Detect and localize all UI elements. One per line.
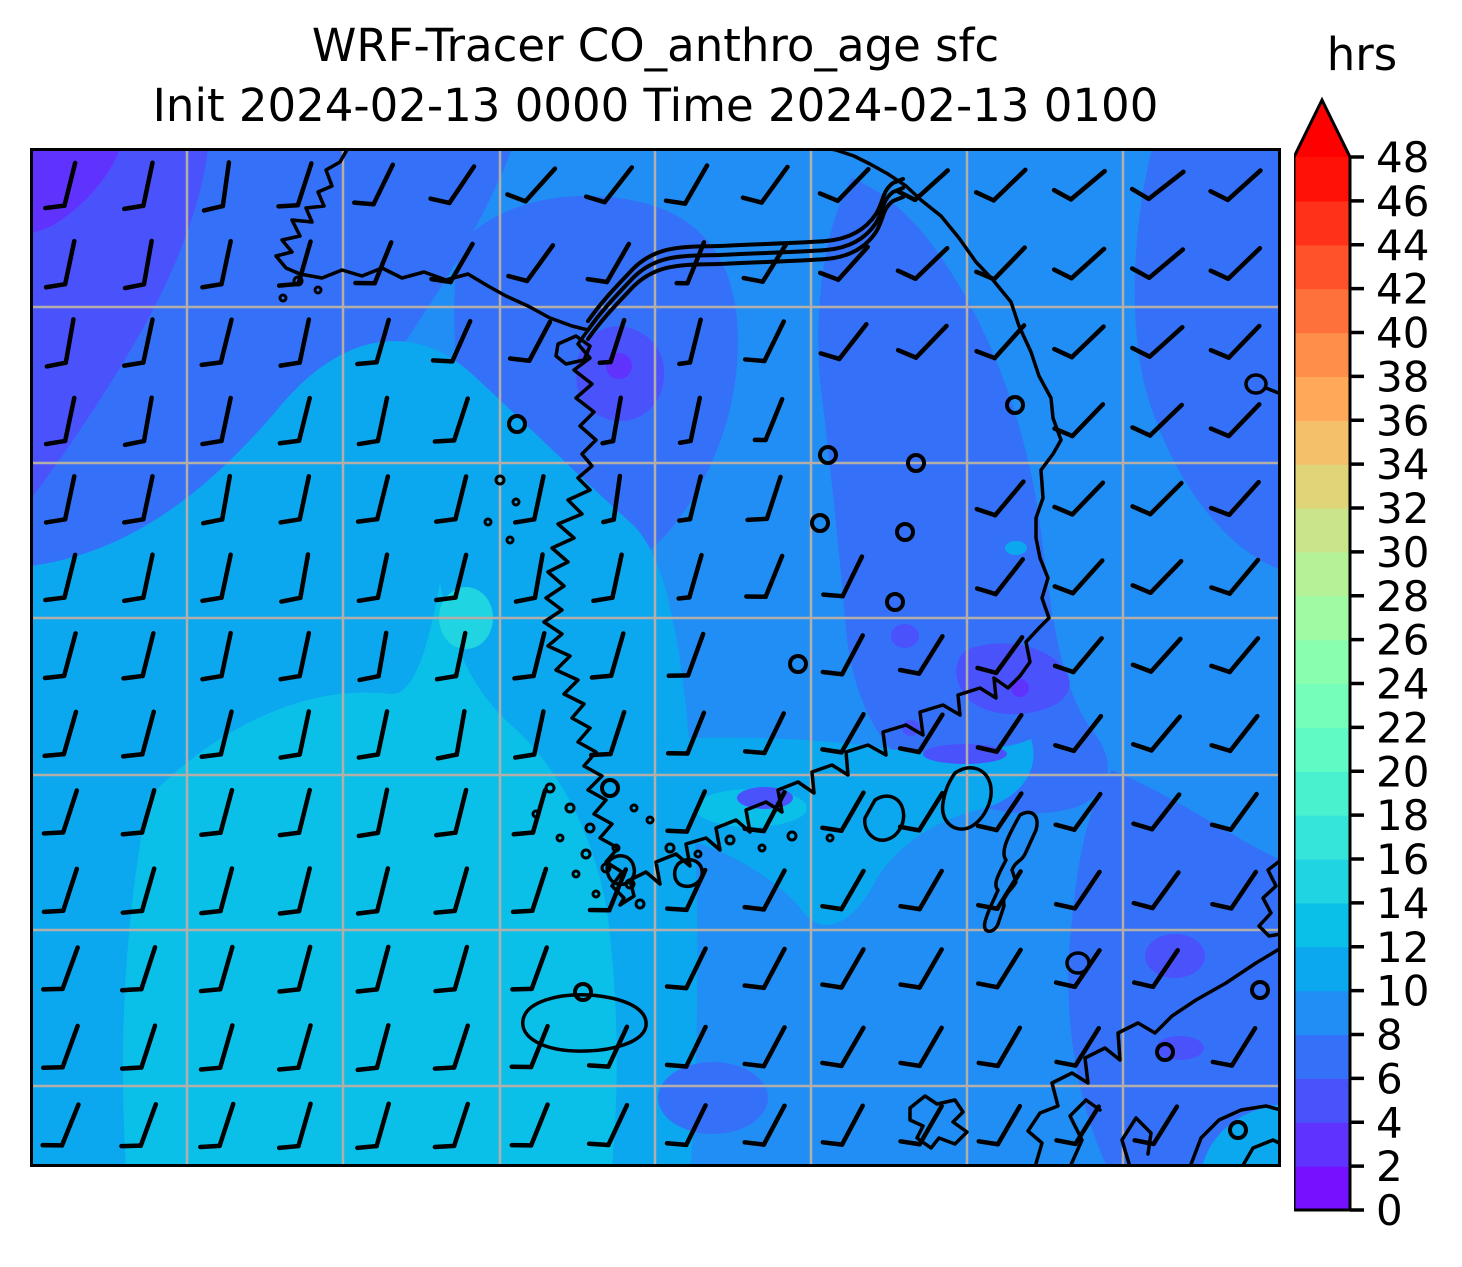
- colorbar-segment: [1294, 815, 1350, 860]
- colorbar-segment: [1294, 990, 1350, 1036]
- colorbar-segment: [1294, 200, 1350, 246]
- colorbar-segment: [1294, 727, 1350, 772]
- colorbar-tick-label: 44: [1376, 221, 1429, 270]
- contour-region-4-6: [891, 624, 919, 648]
- colorbar-tick-label: 34: [1376, 440, 1429, 489]
- colorbar-segment: [1294, 288, 1350, 334]
- calm-wind-circle: [573, 982, 593, 1002]
- dmz-border-lines: [586, 177, 905, 341]
- colorbar-segment: [1294, 859, 1350, 904]
- contour-region-4-6: [956, 643, 1070, 715]
- contour-region-4-6: [923, 744, 1007, 764]
- colorbar-segment: [1294, 1122, 1350, 1167]
- colorbar-segment: [1294, 595, 1350, 641]
- colorbar-tick-label: 38: [1376, 352, 1429, 401]
- colorbar-tick-label: 28: [1376, 572, 1429, 621]
- colorbar-tick-label: 14: [1376, 879, 1429, 928]
- colorbar-segment: [1294, 639, 1350, 685]
- calm-wind-circle: [906, 453, 926, 473]
- map-canvas: [30, 148, 1281, 1167]
- colorbar-segment: [1294, 1034, 1350, 1079]
- colorbar-tick-label: 48: [1376, 133, 1429, 182]
- colorbar-segment: [1294, 946, 1350, 992]
- colorbar-segment: [1294, 771, 1350, 816]
- colorbar-tick-label: 8: [1376, 1011, 1403, 1060]
- colorbar-tick-label: 46: [1376, 177, 1429, 226]
- colorbar-segment: [1294, 508, 1350, 553]
- contour-region-12-14: [122, 582, 617, 1167]
- colorbar-segment: [1294, 464, 1350, 509]
- colorbar-segment: [1294, 551, 1350, 597]
- colorbar: 0246810121416182022242628303234363840424…: [1294, 96, 1429, 1235]
- colorbar-segment: [1294, 332, 1350, 377]
- colorbar-tick-label: 36: [1376, 396, 1429, 445]
- contour-region-4-6: [1156, 1036, 1204, 1060]
- colorbar-segment: [1294, 902, 1350, 948]
- contour-region-2-4: [30, 148, 120, 234]
- colorbar-tick-label: 42: [1376, 265, 1429, 314]
- colorbar-segment: [1294, 683, 1350, 728]
- calm-wind-circle: [895, 522, 915, 542]
- colorbar-tick-label: 4: [1376, 1098, 1403, 1147]
- colorbar-segment: [1294, 420, 1350, 465]
- colorbar-segment: [1294, 1166, 1350, 1211]
- calm-wind-circle: [788, 654, 808, 674]
- calm-wind-circle: [818, 445, 838, 465]
- plot-title: WRF-Tracer CO_anthro_age sfc: [311, 19, 1000, 72]
- colorbar-segment: [1294, 1078, 1350, 1123]
- colorbar-segment: [1294, 157, 1350, 202]
- colorbar-segment: [1294, 244, 1350, 290]
- colorbar-ticks: 0246810121416182022242628303234363840424…: [1350, 133, 1429, 1235]
- contour-region-6-8: [658, 1062, 768, 1134]
- colorbar-tick-label: 6: [1376, 1054, 1403, 1103]
- wind-barbs: [40, 160, 1270, 1151]
- calm-wind-circle: [1005, 395, 1025, 415]
- graticule: [30, 148, 1281, 1167]
- calm-wind-circle: [1250, 980, 1270, 1000]
- coastlines: [274, 148, 1281, 1167]
- colorbar-units-label: hrs: [1326, 28, 1398, 81]
- colorbar-tick-label: 18: [1376, 791, 1429, 840]
- colorbar-tick-label: 40: [1376, 309, 1429, 358]
- contour-region-10-12: [1005, 541, 1027, 555]
- colorbar-segment: [1294, 376, 1350, 421]
- colorbar-tick-label: 32: [1376, 484, 1429, 533]
- calm-wind-circle: [810, 513, 830, 533]
- contour-region-2-4: [1011, 679, 1029, 697]
- colorbar-tick-label: 30: [1376, 528, 1429, 577]
- calm-wind-circle: [600, 778, 620, 798]
- colorbar-tick-label: 22: [1376, 703, 1429, 752]
- colorbar-tick-label: 0: [1376, 1186, 1403, 1235]
- calm-wind-circle: [1228, 1120, 1248, 1140]
- colorbar-tick-label: 16: [1376, 835, 1429, 884]
- colorbar-tick-label: 26: [1376, 616, 1429, 665]
- calm-wind-circle: [507, 414, 527, 434]
- plot-subtitle-init-valid-time: Init 2024-02-13 0000 Time 2024-02-13 010…: [152, 79, 1159, 132]
- colorbar-tick-label: 2: [1376, 1142, 1403, 1191]
- colorbar-extend-arrow: [1294, 100, 1350, 157]
- map-border: [30, 148, 1281, 1167]
- colorbar-tick-label: 12: [1376, 923, 1429, 972]
- colorbar-tick-label: 10: [1376, 967, 1429, 1016]
- colorbar-tick-label: 24: [1376, 660, 1429, 709]
- contour-region-6-8: [1134, 148, 1281, 570]
- calm-wind-circle: [885, 592, 905, 612]
- calm-wind-circle: [1155, 1042, 1175, 1062]
- colorbar-tick-label: 20: [1376, 747, 1429, 796]
- contour-region-4-6: [30, 148, 208, 500]
